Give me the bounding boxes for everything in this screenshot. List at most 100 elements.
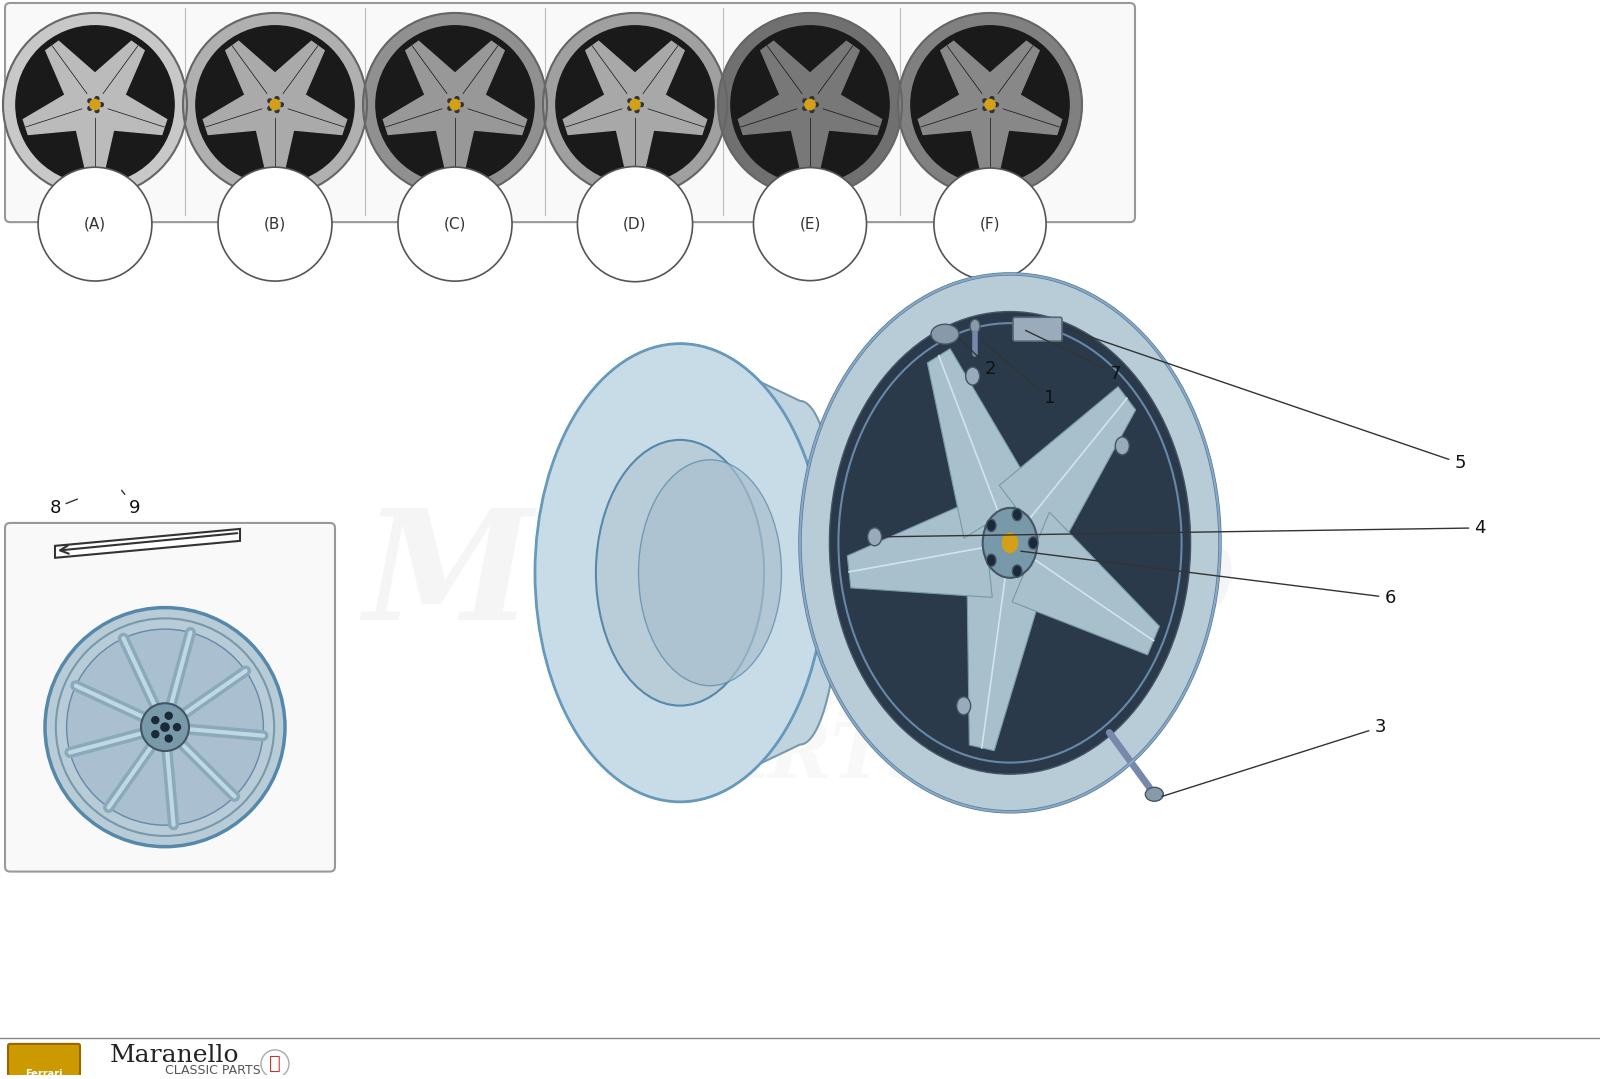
Polygon shape	[83, 41, 144, 110]
Text: (E): (E)	[800, 217, 821, 232]
Circle shape	[90, 99, 101, 110]
Circle shape	[454, 97, 459, 100]
Circle shape	[990, 109, 994, 112]
FancyBboxPatch shape	[1013, 317, 1062, 341]
Circle shape	[555, 26, 714, 183]
Polygon shape	[966, 563, 1045, 751]
Circle shape	[448, 107, 451, 110]
Polygon shape	[563, 86, 634, 135]
Circle shape	[275, 109, 278, 112]
Circle shape	[150, 730, 160, 738]
Text: (B): (B)	[264, 217, 286, 232]
Polygon shape	[262, 41, 325, 110]
Circle shape	[267, 107, 272, 110]
Polygon shape	[928, 349, 1035, 538]
Text: 5: 5	[1067, 329, 1466, 473]
Circle shape	[627, 107, 632, 110]
Ellipse shape	[867, 528, 882, 546]
Circle shape	[363, 13, 547, 196]
Polygon shape	[406, 41, 467, 110]
Ellipse shape	[982, 508, 1037, 578]
Circle shape	[718, 13, 902, 196]
Polygon shape	[226, 41, 288, 110]
Text: 2: 2	[958, 338, 995, 378]
Ellipse shape	[1002, 532, 1018, 554]
Polygon shape	[941, 41, 1002, 110]
Polygon shape	[613, 114, 658, 177]
Text: 4: 4	[885, 519, 1486, 537]
Circle shape	[803, 107, 806, 110]
Text: Maranello: Maranello	[110, 1044, 240, 1067]
Circle shape	[99, 103, 104, 107]
Circle shape	[810, 97, 814, 100]
Ellipse shape	[966, 367, 979, 385]
FancyBboxPatch shape	[5, 3, 1134, 222]
Circle shape	[160, 722, 170, 732]
Circle shape	[67, 629, 264, 825]
Circle shape	[635, 97, 638, 100]
Polygon shape	[992, 86, 1062, 135]
Ellipse shape	[1029, 536, 1038, 549]
Polygon shape	[586, 41, 648, 110]
Ellipse shape	[595, 440, 765, 706]
FancyBboxPatch shape	[5, 523, 334, 872]
Circle shape	[262, 92, 288, 118]
Circle shape	[195, 26, 354, 183]
Circle shape	[442, 92, 467, 118]
Circle shape	[459, 103, 464, 107]
Circle shape	[173, 723, 181, 732]
Ellipse shape	[957, 697, 971, 714]
Circle shape	[16, 26, 174, 183]
Ellipse shape	[1146, 788, 1163, 802]
Polygon shape	[24, 86, 93, 135]
Circle shape	[640, 103, 643, 107]
Text: (D): (D)	[624, 217, 646, 232]
Ellipse shape	[1013, 565, 1022, 577]
Circle shape	[986, 99, 995, 110]
Circle shape	[450, 99, 461, 110]
Polygon shape	[1013, 513, 1160, 655]
Text: (F): (F)	[979, 217, 1000, 232]
Circle shape	[805, 99, 814, 110]
Circle shape	[45, 607, 285, 847]
Polygon shape	[798, 41, 859, 110]
Circle shape	[982, 99, 987, 103]
Polygon shape	[637, 86, 707, 135]
Text: Ferrari: Ferrari	[26, 1069, 62, 1079]
Polygon shape	[622, 41, 685, 110]
Text: (A): (A)	[83, 217, 106, 232]
Text: Maranello: Maranello	[363, 503, 1237, 652]
FancyBboxPatch shape	[8, 1043, 80, 1079]
Ellipse shape	[638, 460, 781, 685]
Circle shape	[454, 109, 459, 112]
Circle shape	[261, 1050, 290, 1078]
Polygon shape	[443, 41, 504, 110]
Ellipse shape	[1013, 508, 1022, 521]
Circle shape	[88, 99, 91, 103]
Circle shape	[810, 109, 814, 112]
Circle shape	[635, 109, 638, 112]
Text: CLASSIC PARTS: CLASSIC PARTS	[165, 1064, 261, 1077]
Circle shape	[898, 13, 1082, 196]
Ellipse shape	[829, 312, 1190, 774]
Text: (C): (C)	[443, 217, 466, 232]
Circle shape	[94, 109, 99, 112]
Circle shape	[165, 735, 173, 742]
Circle shape	[630, 99, 640, 110]
Polygon shape	[787, 114, 832, 177]
Text: PARTS: PARTS	[658, 720, 942, 794]
Circle shape	[990, 97, 994, 100]
Text: 6: 6	[1021, 551, 1395, 606]
Ellipse shape	[987, 519, 997, 532]
Circle shape	[448, 99, 451, 103]
Polygon shape	[680, 343, 840, 802]
Polygon shape	[848, 496, 992, 598]
Text: 7: 7	[1026, 330, 1120, 383]
Circle shape	[88, 107, 91, 110]
Text: 1: 1	[982, 341, 1056, 408]
Polygon shape	[918, 86, 987, 135]
Circle shape	[280, 103, 283, 107]
Text: CLASSIC: CLASSIC	[611, 660, 989, 734]
Polygon shape	[277, 86, 347, 135]
Ellipse shape	[987, 555, 997, 566]
